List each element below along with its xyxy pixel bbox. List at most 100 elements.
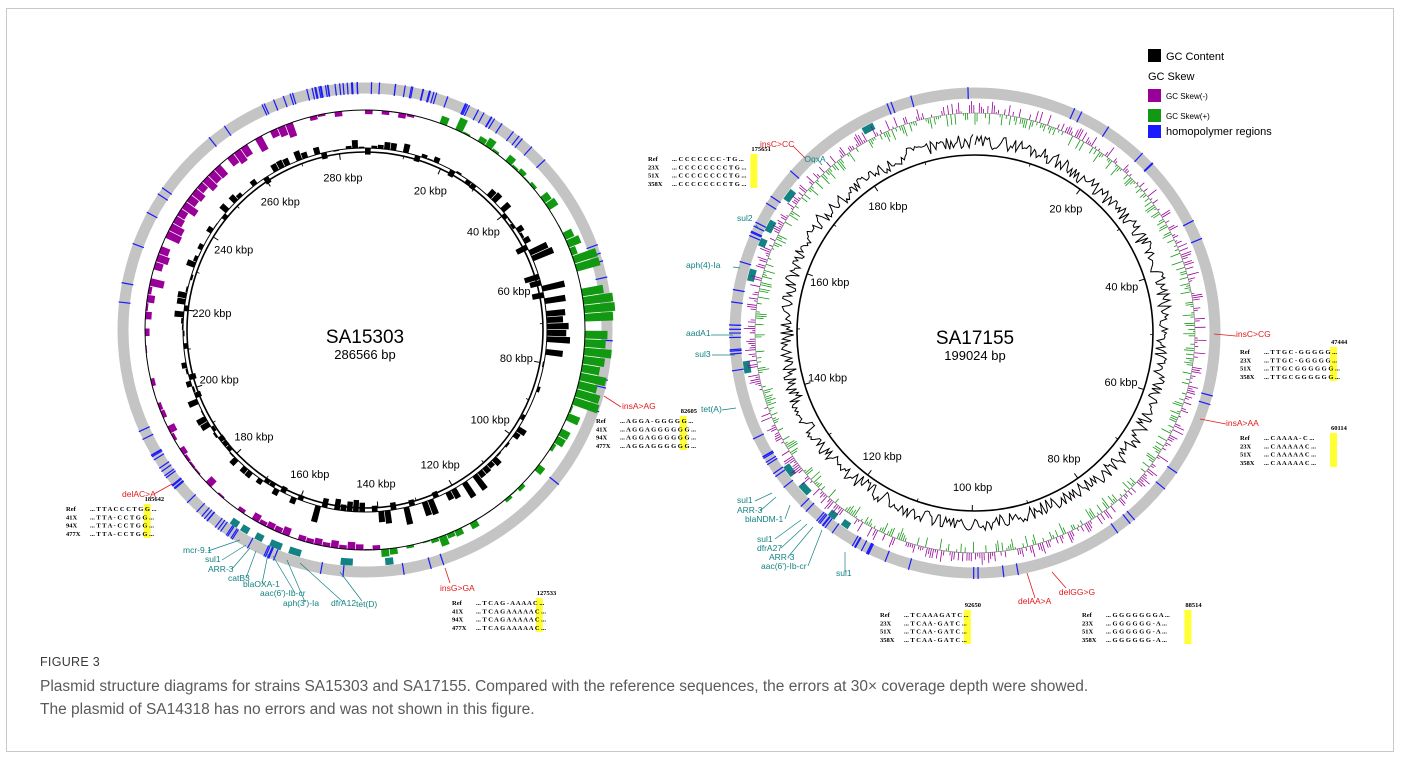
gc-skew-pos-line <box>1119 168 1122 172</box>
gc-skew-neg-line <box>763 247 772 251</box>
gc-skew-pos-bar <box>571 397 600 414</box>
gc-content-bar <box>177 291 187 299</box>
gc-skew-pos-line <box>1162 233 1172 239</box>
homopolymer-mark <box>263 545 270 557</box>
homopolymer-mark <box>196 502 206 513</box>
gc-skew-neg-line <box>747 359 757 362</box>
scale-tick <box>1138 278 1145 282</box>
homopolymer-mark <box>805 502 815 513</box>
gene-label: sul1 <box>205 554 221 564</box>
error-row-id: 94X <box>452 617 464 624</box>
homopolymer-mark <box>174 480 185 490</box>
gc-content-bar <box>403 506 414 525</box>
gc-skew-pos-line <box>1168 424 1174 429</box>
gc-skew-neg-bar <box>184 454 191 462</box>
homopolymer-mark <box>1201 392 1213 397</box>
error-row-id: 477X <box>596 443 611 450</box>
gc-skew-neg-line <box>1194 317 1205 320</box>
homopolymer-mark <box>223 125 232 137</box>
homopolymer-mark <box>1015 563 1020 576</box>
gc-skew-neg-line <box>754 291 759 294</box>
gc-skew-neg-bar <box>397 112 407 119</box>
homopolymer-mark <box>866 543 874 555</box>
gc-skew-pos-line <box>1022 118 1026 128</box>
homopolymer-mark <box>854 536 861 548</box>
homopolymer-mark <box>291 92 297 105</box>
gene-leader-line <box>784 504 791 520</box>
gc-skew-neg-line <box>1175 423 1181 427</box>
gc-skew-pos-line <box>1024 119 1028 129</box>
scale-tick-label: 140 kbp <box>356 479 395 491</box>
gc-skew-pos-line <box>1174 248 1179 252</box>
gc-skew-pos-line <box>1182 314 1195 317</box>
gc-skew-pos-line <box>838 159 846 170</box>
gc-skew-neg-line <box>812 488 820 496</box>
gene-label: aac(6')-Ib-cr <box>761 561 807 571</box>
gc-skew-neg-line <box>774 230 780 234</box>
homopolymer-mark <box>762 450 774 458</box>
gc-skew-pos-line <box>1184 361 1193 364</box>
error-position: 82605 <box>681 408 698 415</box>
gc-skew-neg-line <box>792 195 800 202</box>
skew-baseline <box>144 109 586 551</box>
scale-ring <box>186 151 544 509</box>
error-row-id: Ref <box>648 156 659 163</box>
gc-skew-neg-bar <box>167 423 178 434</box>
gc-skew-pos-line <box>1042 537 1045 542</box>
gc-content-bar <box>196 416 208 426</box>
homopolymer-mark <box>1110 523 1119 534</box>
homopolymer-mark <box>311 87 316 100</box>
gc-skew-neg-line <box>812 173 819 179</box>
homopolymer-mark <box>462 103 469 116</box>
gc-skew-neg-line <box>1069 531 1074 540</box>
gene-block <box>288 546 302 557</box>
homopolymer-mark <box>350 82 353 95</box>
gc-skew-neg-line <box>893 117 898 128</box>
gc-content-bar <box>269 480 277 488</box>
gc-skew-pos-bar <box>529 181 538 190</box>
gc-skew-neg-line <box>987 552 990 564</box>
gc-skew-neg-line <box>1087 521 1093 529</box>
gc-skew-neg-line <box>746 303 757 306</box>
error-label: delGG>G <box>1059 587 1095 597</box>
gc-skew-neg-line <box>929 548 932 558</box>
legend-swatch-homopolymer <box>1148 125 1161 138</box>
homopolymer-mark <box>324 85 328 98</box>
gc-skew-pos-line <box>853 506 861 517</box>
scale-minor-tick <box>1116 228 1120 232</box>
error-leader-line <box>1026 572 1036 599</box>
gc-skew-pos-line <box>774 242 783 247</box>
gc-skew-pos-line <box>773 244 780 248</box>
gc-skew-pos-line <box>1133 181 1136 185</box>
scale-minor-tick <box>414 497 417 501</box>
homopolymer-mark <box>910 95 915 108</box>
gc-skew-neg-bar <box>217 492 225 499</box>
error-row-id: 41X <box>66 514 78 521</box>
error-highlight <box>1330 347 1337 381</box>
gc-skew-pos-line <box>757 296 770 300</box>
gc-skew-pos-bar <box>574 256 601 272</box>
homopolymer-mark <box>261 104 268 116</box>
gc-skew-pos-line <box>1176 410 1181 413</box>
gc-skew-neg-line <box>1076 128 1082 139</box>
gc-skew-neg-line <box>1113 158 1117 163</box>
scale-tick-label: 120 kbp <box>863 451 902 463</box>
gc-skew-pos-line <box>822 173 828 180</box>
gc-skew-neg-line <box>1156 456 1160 460</box>
gc-skew-neg-line <box>1174 240 1178 242</box>
gene-label: tet(D) <box>356 599 377 609</box>
scale-minor-tick <box>196 271 200 274</box>
gc-skew-pos-line <box>860 518 863 522</box>
gc-content-line <box>779 134 1173 532</box>
gc-skew-neg-bar <box>160 409 168 419</box>
gc-content-bar <box>421 153 428 159</box>
homopolymer-mark <box>1001 565 1005 578</box>
error-label: insC>CG <box>1236 329 1271 339</box>
gc-skew-neg-line <box>1138 479 1146 487</box>
gc-skew-pos-bar <box>484 137 497 150</box>
homopolymer-mark <box>443 96 449 108</box>
gc-skew-neg-line <box>1169 225 1179 231</box>
gene-leader-line <box>754 492 773 502</box>
gc-skew-neg-line <box>827 501 834 509</box>
gc-skew-neg-line <box>1068 127 1073 135</box>
